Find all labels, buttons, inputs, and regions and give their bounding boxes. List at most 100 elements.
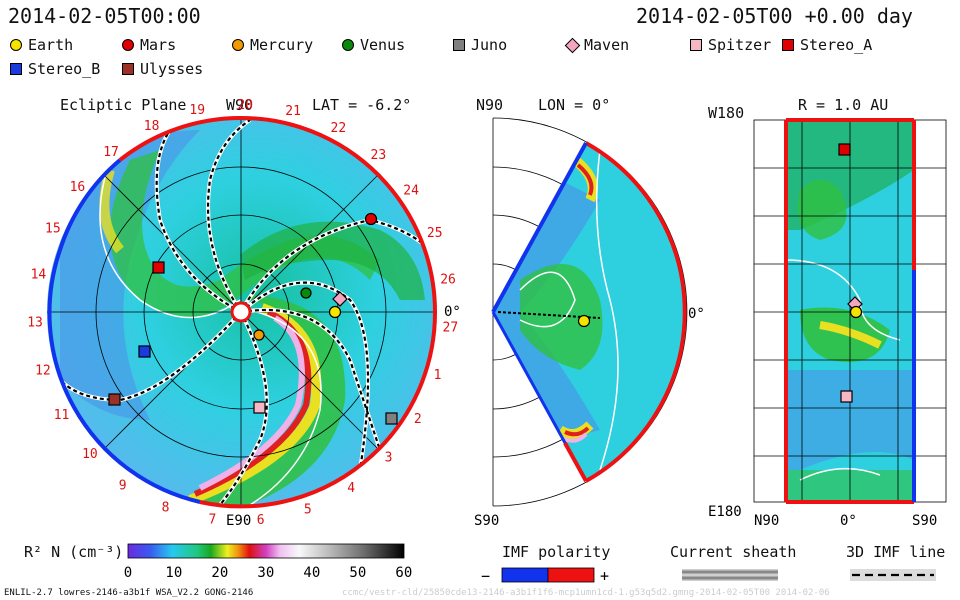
sector-number: 9 — [119, 478, 127, 493]
sector-number: 26 — [440, 272, 456, 287]
sector-number: 1 — [434, 368, 442, 383]
imf-plus: + — [600, 567, 609, 585]
legend-label: Mars — [140, 36, 177, 54]
imf-3d-legend — [850, 569, 936, 581]
juno-marker — [385, 412, 398, 425]
right-timestamp: 2014-02-05T00 +0.00 day — [636, 4, 913, 28]
radial-n90-label: N90 — [754, 513, 779, 529]
imf-minus: − — [481, 567, 490, 585]
sector-number: 5 — [304, 502, 312, 517]
legend-item-stereo-b: Stereo_B — [10, 60, 100, 78]
legend-label: Stereo_B — [28, 60, 101, 78]
ecliptic-bottom-label: E90 — [226, 513, 251, 529]
circle-marker-icon — [342, 39, 354, 51]
imf-3d-title: 3D IMF line — [846, 543, 946, 561]
sector-number: 15 — [45, 221, 61, 236]
legend-item-venus: Venus — [342, 36, 405, 54]
legend-item-earth: Earth — [10, 36, 73, 54]
legend-item-juno: Juno — [453, 36, 507, 54]
legend-label: Mercury — [250, 36, 314, 54]
earth-meridional-marker — [577, 314, 591, 328]
legend-item-maven: Maven — [564, 36, 630, 54]
sector-number: 17 — [103, 145, 119, 160]
current-sheath-legend — [682, 569, 778, 581]
stereo-a-marker — [152, 261, 165, 274]
sector-number: 2 — [414, 412, 422, 427]
maven-marker — [332, 291, 348, 307]
radial-panel: E180 N90 0° S90 — [708, 118, 947, 529]
colorbar-tick: 40 — [303, 565, 320, 581]
sector-number: 10 — [82, 447, 98, 462]
latitude-label: LAT = -6.2° — [312, 96, 412, 114]
earth-radial-marker — [849, 305, 863, 319]
sector-number: 14 — [31, 268, 47, 283]
sector-number: 21 — [285, 104, 301, 119]
sector-number: 22 — [331, 121, 347, 136]
radial-s90-label: S90 — [912, 513, 937, 529]
mercury-marker — [253, 329, 265, 341]
ecliptic-right-label: 0° — [444, 304, 461, 320]
imf-polarity-title: IMF polarity — [502, 543, 611, 561]
sector-number: 25 — [427, 226, 443, 241]
earth-marker — [328, 305, 342, 319]
sector-number: 4 — [347, 481, 355, 496]
radial-zero-label: 0° — [840, 513, 857, 529]
current-sheath-title: Current sheath — [670, 543, 797, 561]
stereo-a-radial-marker — [838, 143, 851, 156]
sector-number: 3 — [385, 451, 393, 466]
longitude-label: LON = 0° — [538, 96, 611, 114]
ecliptic-top-label: W90 — [226, 96, 254, 114]
colorbar-tick: 50 — [349, 565, 366, 581]
colorbar-tick: 30 — [257, 565, 274, 581]
legend-label: Ulysses — [140, 60, 204, 78]
colorbar-tick: 20 — [211, 565, 228, 581]
sector-number: 12 — [35, 363, 51, 378]
radial-top-left-label: W180 — [708, 104, 745, 122]
imf-polarity-legend: − + — [481, 567, 609, 585]
sector-number: 23 — [371, 148, 387, 163]
square-marker-icon — [690, 39, 702, 51]
sector-number: 13 — [27, 316, 43, 331]
sector-number: 18 — [144, 119, 160, 134]
colorbar-tick: 0 — [124, 565, 132, 581]
meridional-right-label: 0° — [688, 306, 705, 322]
sector-number: 8 — [162, 501, 170, 516]
legend-label: Spitzer — [708, 36, 772, 54]
ulysses-marker — [108, 393, 121, 406]
legend-item-mars: Mars — [122, 36, 176, 54]
legend-label: Maven — [584, 36, 630, 54]
circle-marker-icon — [10, 39, 22, 51]
square-marker-icon — [122, 63, 134, 75]
radial-bottom-left-label: E180 — [708, 504, 742, 520]
sector-number: 16 — [70, 180, 86, 195]
stereo-b-marker — [138, 345, 151, 358]
colorbar-tick: 10 — [165, 565, 182, 581]
meridional-top-label: N90 — [476, 96, 504, 114]
legend-label: Stereo_A — [800, 36, 873, 54]
spitzer-marker — [253, 401, 266, 414]
body-legend: Earth Mars Mercury Venus Juno Maven Spitzer Ste… — [10, 36, 950, 86]
sector-number: 24 — [403, 184, 419, 199]
left-timestamp: 2014-02-05T00:00 — [8, 4, 201, 28]
mars-marker — [364, 212, 378, 226]
legend-label: Venus — [360, 36, 406, 54]
circle-marker-icon — [232, 39, 244, 51]
legend-item-ulysses: Ulysses — [122, 60, 203, 78]
ecliptic-title: Ecliptic Plane — [60, 96, 187, 114]
square-marker-icon — [782, 39, 794, 51]
colorbar-tick: 60 — [395, 565, 412, 581]
legend-label: Juno — [471, 36, 508, 54]
circle-marker-icon — [122, 39, 134, 51]
sector-number: 11 — [54, 408, 70, 423]
sector-number: 19 — [189, 103, 205, 118]
meridional-panel: 0° S90 — [474, 117, 705, 529]
legend-item-mercury: Mercury — [232, 36, 313, 54]
colorbar: 0 10 20 30 40 50 60 — [124, 543, 412, 581]
sector-number: 27 — [443, 321, 459, 336]
sector-number: 20 — [237, 98, 253, 113]
sector-number: 6 — [257, 513, 265, 528]
square-marker-icon — [453, 39, 465, 51]
colorbar-label: R² N (cm⁻³) — [24, 543, 124, 561]
